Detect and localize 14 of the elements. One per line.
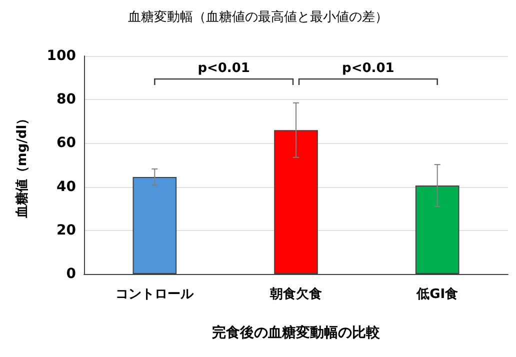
x-axis-title: 完食後の血糖変動幅の比較 [212, 324, 381, 341]
y-tick-label: 60 [56, 135, 76, 152]
x-tick-label: 朝食欠食 [269, 287, 322, 302]
y-tick-label: 100 [46, 48, 76, 64]
y-tick-label: 80 [56, 92, 76, 108]
annotation: p<0.01 [342, 61, 394, 76]
y-axis-title: 血糖値（mg/dl） [14, 112, 30, 220]
y-tick-label: 0 [66, 266, 76, 282]
chart-title: 血糖変動幅（血糖値の最高値と最小値の差） [128, 9, 388, 25]
y-tick-label: 40 [56, 178, 76, 195]
annotation: p<0.01 [198, 61, 250, 76]
x-tick-label: 低GI食 [416, 287, 458, 302]
x-tick-label: コントロール [116, 287, 195, 302]
y-tick-label: 20 [56, 222, 76, 238]
